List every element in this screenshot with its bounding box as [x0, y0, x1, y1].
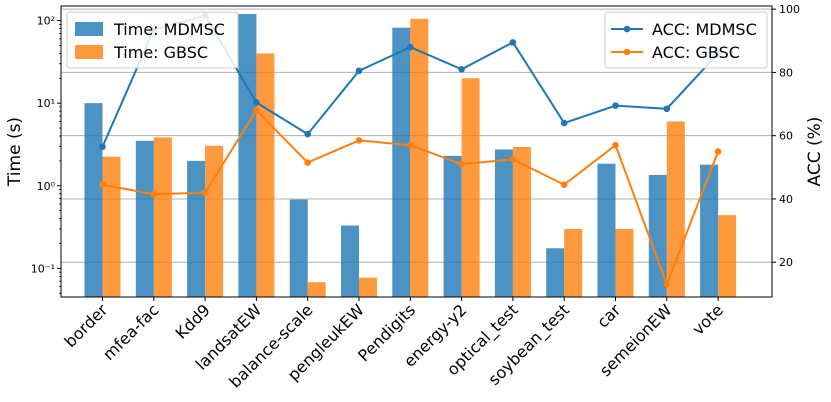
bar-time-gbsc: [615, 228, 634, 297]
x-axis-tick-label: car: [593, 300, 625, 332]
bar-time-mdmsc: [494, 149, 513, 297]
bar-time-gbsc: [564, 228, 583, 297]
point-acc-gbsc: [355, 137, 363, 144]
right-axis-label: ACC (%): [805, 117, 825, 187]
point-acc-mdmsc: [560, 119, 568, 127]
left-axis-label: Time (s): [5, 117, 25, 187]
legend-label: ACC: MDMSC: [652, 20, 757, 39]
bar-time-mdmsc: [597, 163, 616, 297]
bar-time-gbsc: [153, 137, 172, 297]
legend-swatch: [75, 22, 103, 36]
x-axis-tick-label: mfea-fac: [99, 300, 163, 364]
bar-time-gbsc: [718, 215, 737, 297]
point-acc-gbsc: [612, 141, 619, 149]
bar-series-group: [84, 14, 737, 298]
point-acc-mdmsc: [253, 99, 260, 106]
point-acc-mdmsc: [663, 105, 671, 113]
right-axis-tick-label: 40: [779, 193, 793, 206]
point-acc-gbsc: [150, 190, 158, 198]
point-acc-gbsc: [663, 281, 671, 288]
x-axis-tick-label: Kdd9: [172, 300, 214, 342]
bar-time-mdmsc: [289, 199, 308, 297]
point-acc-mdmsc: [509, 39, 517, 46]
legend-swatch: [75, 45, 103, 59]
x-axis-tick-label: vote: [688, 300, 726, 338]
point-acc-gbsc: [304, 159, 312, 166]
point-acc-mdmsc: [407, 43, 414, 51]
point-acc-gbsc: [509, 156, 517, 163]
point-acc-gbsc: [407, 141, 414, 149]
point-acc-gbsc: [714, 148, 722, 155]
point-acc-mdmsc: [304, 130, 312, 138]
point-acc-gbsc: [560, 181, 568, 189]
left-axis: 10⁻¹ 10⁰ 10¹ 10²: [31, 15, 61, 294]
left-axis-tick-label: 10⁻¹: [31, 262, 55, 275]
legend-swatch-marker: [623, 25, 631, 33]
bar-time-mdmsc: [443, 155, 462, 297]
bar-time-gbsc: [666, 121, 685, 297]
plot-frame: [60, 5, 773, 298]
point-acc-gbsc: [458, 160, 465, 168]
point-acc-gbsc: [201, 189, 209, 196]
legend-label: Time: MDMSC: [113, 20, 225, 39]
point-acc-mdmsc: [355, 67, 363, 75]
left-axis-tick-label: 10²: [37, 15, 55, 28]
bar-time-gbsc: [256, 53, 275, 297]
bar-time-mdmsc: [546, 248, 565, 297]
left-axis-tick-label: 10¹: [37, 97, 55, 110]
right-axis-tick-label: 80: [779, 66, 793, 79]
bar-time-gbsc: [461, 78, 480, 298]
right-axis-tick-label: 20: [779, 256, 793, 269]
bar-time-gbsc: [359, 277, 377, 297]
legend-swatch-marker: [623, 48, 631, 56]
legend-label: Time: GBSC: [113, 43, 208, 62]
legend-right: ACC: MDMSC ACC: GBSC: [604, 11, 768, 69]
legend-label: ACC: GBSC: [652, 43, 740, 62]
right-axis: 20 40 60 80 100: [772, 3, 800, 269]
right-axis-tick-label: 60: [779, 130, 793, 143]
right-axis-tick-label: 100: [779, 3, 800, 16]
point-acc-gbsc: [253, 107, 260, 114]
bar-time-gbsc: [307, 282, 326, 297]
bar-time-gbsc: [410, 18, 429, 298]
bar-time-gbsc: [102, 156, 121, 297]
bar-time-mdmsc: [700, 164, 719, 297]
bar-time-mdmsc: [238, 14, 257, 298]
bar-time-mdmsc: [341, 225, 359, 297]
legend-box: [66, 11, 239, 69]
point-acc-mdmsc: [612, 102, 619, 109]
bar-time-mdmsc: [648, 174, 667, 297]
left-axis-tick-label: 10⁰: [37, 180, 56, 193]
bar-time-mdmsc: [187, 160, 206, 297]
bar-time-mdmsc: [392, 27, 411, 297]
bar-time-mdmsc: [135, 140, 154, 297]
legend-box: [604, 11, 768, 69]
point-acc-gbsc: [99, 181, 106, 189]
x-axis-tick-label: border: [61, 300, 112, 351]
legend-left: Time: MDMSC Time: GBSC: [66, 11, 239, 69]
point-acc-mdmsc: [458, 65, 465, 73]
point-acc-mdmsc: [99, 143, 106, 151]
bar-time-mdmsc: [84, 103, 103, 297]
bar-time-gbsc: [512, 146, 531, 297]
